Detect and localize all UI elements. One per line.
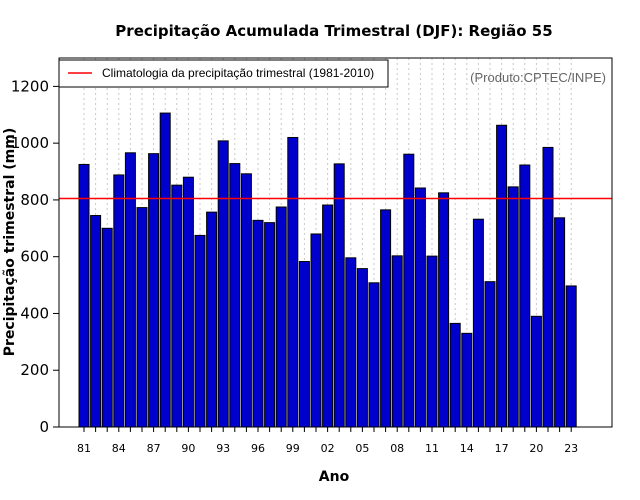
bar-03 — [333, 163, 345, 428]
bar-84 — [113, 174, 125, 428]
bar-17 — [496, 124, 508, 428]
y-tick-label: 600 — [20, 248, 49, 266]
legend-label: Climatologia da precipitação trimestral … — [102, 66, 374, 80]
x-tick-label: 23 — [564, 442, 578, 455]
bar-90 — [182, 176, 194, 428]
bar-08 — [391, 255, 403, 428]
x-tick-label: 84 — [112, 442, 126, 455]
bar-18 — [507, 186, 519, 428]
bar-02 — [322, 204, 334, 428]
vertical-grid — [83, 58, 572, 427]
bar-20 — [530, 315, 542, 428]
x-tick-label: 05 — [355, 442, 369, 455]
x-tick-label: 99 — [286, 442, 300, 455]
y-tick-label: 1000 — [11, 134, 49, 152]
x-tick-label: 81 — [77, 442, 91, 455]
bar-14 — [461, 332, 473, 428]
x-tick-label: 14 — [460, 442, 474, 455]
bar-21 — [542, 146, 554, 428]
x-axis: 81 84 87 90 93 96 99 02 05 08 11 14 17 20 23 — [77, 427, 578, 455]
bar-22 — [554, 217, 566, 428]
bar-23 — [565, 285, 577, 428]
bars — [78, 112, 577, 428]
bar-92 — [206, 211, 218, 428]
bar-11 — [426, 255, 438, 428]
y-axis-title: Precipitação trimestral (mm) — [2, 128, 18, 356]
y-tick-label: 400 — [20, 304, 49, 322]
bar-00 — [298, 261, 310, 428]
x-tick-label: 08 — [390, 442, 404, 455]
bar-85 — [124, 152, 136, 428]
x-tick-label: 93 — [216, 442, 230, 455]
x-axis-title: Ano — [319, 469, 350, 485]
bar-86 — [136, 207, 148, 428]
bar-97 — [264, 222, 276, 428]
x-tick-label: 87 — [147, 442, 161, 455]
bar-04 — [345, 257, 357, 428]
bar-09 — [403, 153, 415, 428]
legend: Climatologia da precipitação trimestral … — [58, 59, 389, 88]
y-tick-label: 200 — [20, 361, 49, 379]
bar-06 — [368, 282, 380, 428]
bar-87 — [148, 153, 160, 428]
plot-frame — [58, 57, 613, 428]
bar-10 — [414, 187, 426, 428]
x-tick-label: 90 — [181, 442, 195, 455]
bar-15 — [472, 218, 484, 428]
bar-82 — [90, 215, 102, 428]
bar-89 — [171, 184, 183, 428]
x-tick-label: 11 — [425, 442, 439, 455]
bar-16 — [484, 281, 496, 428]
bar-05 — [356, 268, 368, 428]
bar-94 — [229, 163, 241, 428]
source-note: (Produto:CPTEC/INPE) — [470, 70, 606, 85]
bar-95 — [240, 173, 252, 428]
y-tick-label: 800 — [20, 191, 49, 209]
y-tick-label: 1200 — [11, 77, 49, 95]
bar-07 — [380, 209, 392, 428]
chart-title: Precipitação Acumulada Trimestral (DJF):… — [115, 22, 552, 40]
bar-19 — [519, 164, 531, 428]
x-tick-label: 02 — [321, 442, 335, 455]
bar-83 — [101, 227, 113, 428]
x-tick-label: 96 — [251, 442, 265, 455]
y-tick-label: 0 — [39, 418, 49, 436]
bar-99 — [287, 136, 299, 428]
x-tick-label: 17 — [495, 442, 509, 455]
bar-81 — [78, 163, 90, 428]
bar-91 — [194, 234, 206, 428]
legend-box — [58, 59, 389, 88]
bar-13 — [449, 322, 461, 428]
x-tick-label: 20 — [529, 442, 543, 455]
bar-12 — [438, 192, 450, 428]
bar-98 — [275, 206, 287, 428]
bar-88 — [159, 112, 171, 428]
bar-96 — [252, 219, 264, 428]
y-axis: 0 200 400 600 800 1000 1200 — [11, 77, 59, 436]
bar-93 — [217, 140, 229, 428]
bar-01 — [310, 233, 322, 428]
